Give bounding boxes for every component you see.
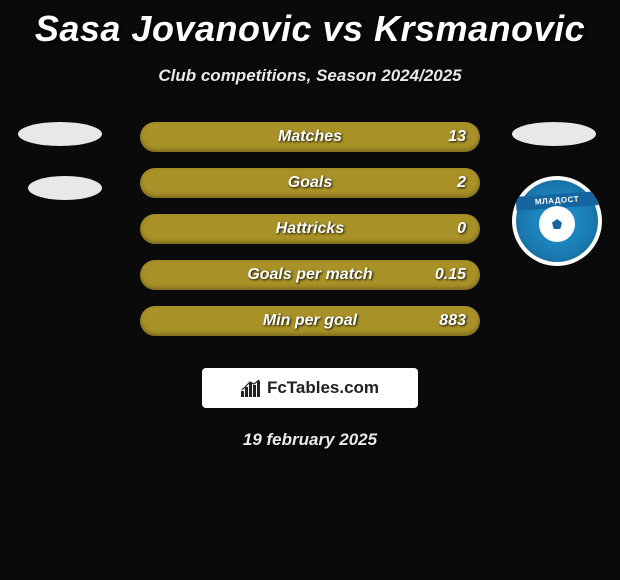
- brand-text: FcTables.com: [267, 378, 379, 398]
- comparison-content: МЛАДОСТ Matches 13 Goals 2 Hattricks 0 G…: [0, 122, 620, 362]
- stat-label: Goals per match: [247, 266, 372, 284]
- brand-badge[interactable]: FcTables.com: [202, 368, 418, 408]
- stats-bars: Matches 13 Goals 2 Hattricks 0 Goals per…: [140, 122, 480, 336]
- stat-value: 13: [448, 128, 466, 146]
- page-title: Sasa Jovanovic vs Krsmanovic: [0, 0, 620, 50]
- left-player-column: [18, 122, 102, 230]
- stat-row-hattricks: Hattricks 0: [140, 214, 480, 244]
- stat-label: Matches: [278, 128, 342, 146]
- stat-row-matches: Matches 13: [140, 122, 480, 152]
- stat-label: Goals: [288, 174, 332, 192]
- player-placeholder-ellipse: [28, 176, 102, 200]
- stat-row-goals: Goals 2: [140, 168, 480, 198]
- stat-label: Min per goal: [263, 312, 357, 330]
- page-subtitle: Club competitions, Season 2024/2025: [0, 66, 620, 86]
- stat-value: 0: [457, 220, 466, 238]
- soccer-ball-icon: [539, 206, 575, 242]
- stat-value: 2: [457, 174, 466, 192]
- right-player-column: МЛАДОСТ: [512, 122, 602, 266]
- player-placeholder-ellipse: [18, 122, 102, 146]
- bar-chart-icon: [241, 379, 261, 397]
- stat-value: 883: [439, 312, 466, 330]
- stat-value: 0.15: [435, 266, 466, 284]
- stat-row-min-per-goal: Min per goal 883: [140, 306, 480, 336]
- player-placeholder-ellipse: [512, 122, 596, 146]
- footer-date: 19 february 2025: [0, 430, 620, 450]
- team-badge: МЛАДОСТ: [512, 176, 602, 266]
- stat-label: Hattricks: [276, 220, 344, 238]
- stat-row-goals-per-match: Goals per match 0.15: [140, 260, 480, 290]
- team-badge-inner: МЛАДОСТ: [516, 180, 598, 262]
